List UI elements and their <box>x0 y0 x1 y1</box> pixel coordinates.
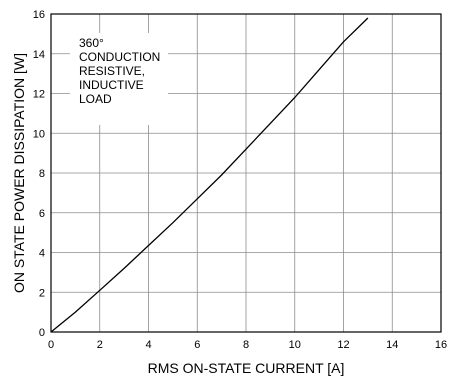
x-axis-label: RMS ON-STATE CURRENT [A] <box>148 360 345 376</box>
series-line <box>50 17 369 333</box>
y-tick-label: 8 <box>39 168 45 180</box>
y-tick-label: 16 <box>33 9 45 21</box>
x-tick-label: 6 <box>194 339 200 351</box>
x-tick-label: 0 <box>48 339 54 351</box>
annotation-line-5: LOAD <box>79 92 112 106</box>
grid-lines <box>51 14 441 332</box>
y-tick-label: 6 <box>39 208 45 220</box>
x-tick-label: 4 <box>145 339 151 351</box>
x-axis-ticks: 0 2 4 6 8 10 12 14 16 <box>48 339 447 351</box>
annotation-box <box>70 33 168 125</box>
annotation-line-3: RESISTIVE, <box>79 64 145 78</box>
y-axis-ticks: 0 2 4 6 8 10 12 14 16 <box>33 9 45 339</box>
y-axis-label: ON STATE POWER DISSIPATION [W] <box>11 53 27 293</box>
annotation-line-1: 360° <box>79 36 104 50</box>
x-tick-label: 8 <box>243 339 249 351</box>
plot-frame <box>50 13 442 333</box>
y-tick-label: 10 <box>33 128 45 140</box>
x-tick-label: 16 <box>435 339 447 351</box>
x-tick-label: 2 <box>97 339 103 351</box>
x-tick-label: 10 <box>289 339 301 351</box>
y-tick-label: 12 <box>33 89 45 101</box>
y-tick-label: 14 <box>33 49 45 61</box>
annotation-line-2: CONDUCTION <box>79 50 160 64</box>
x-tick-label: 12 <box>337 339 349 351</box>
annotation-line-4: INDUCTIVE <box>79 78 144 92</box>
x-tick-label: 14 <box>386 339 398 351</box>
y-tick-label: 2 <box>39 287 45 299</box>
y-tick-label: 4 <box>39 248 45 260</box>
y-tick-label: 0 <box>39 327 45 339</box>
